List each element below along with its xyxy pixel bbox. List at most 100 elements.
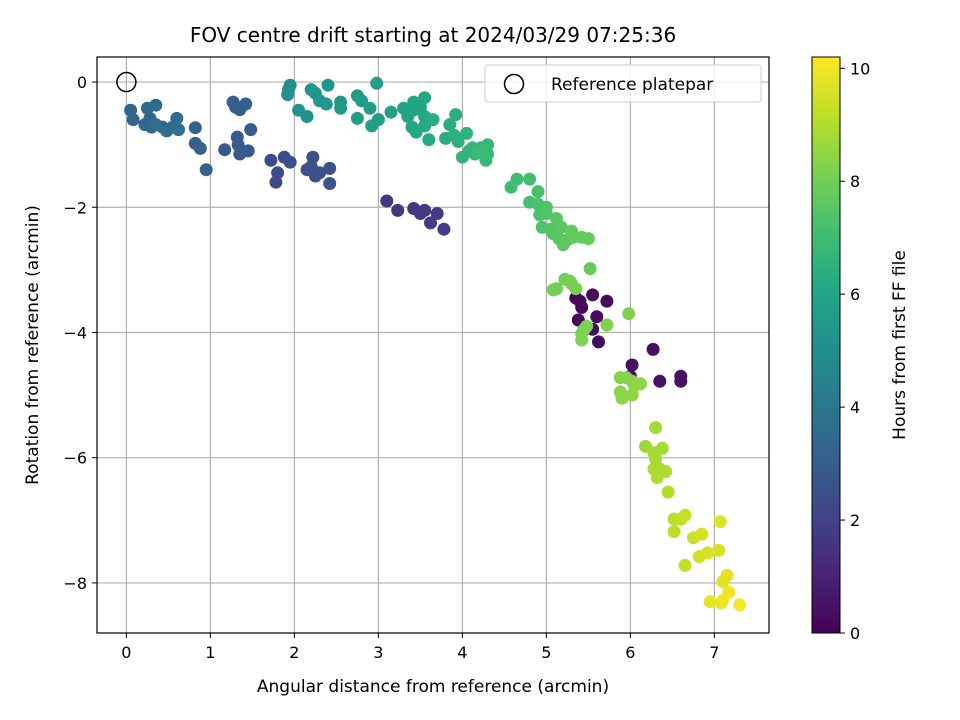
x-tick-label: 5 [541,643,551,662]
scatter-point [355,94,369,108]
x-tick-label: 2 [289,643,299,662]
scatter-point [583,262,597,276]
scatter-point [720,568,734,582]
scatter-point [586,288,600,302]
scatter-point [622,307,636,321]
scatter-point [703,595,717,609]
scatter-point [649,452,663,466]
colorbar-gradient [811,56,841,634]
scatter-point [569,282,583,296]
x-tick-label: 4 [457,643,467,662]
grid-lines [97,57,769,633]
scatter-point [510,172,524,186]
colorbar-ticks: 0 2 4 6 8 10 [840,59,870,643]
scatter-point [695,527,709,541]
scatter-point [659,465,673,478]
data-points [124,76,747,612]
scatter-point [380,194,394,208]
scatter-point [539,207,553,220]
scatter-point [481,147,495,161]
scatter-point [713,515,727,529]
scatter-point [231,138,245,152]
scatter-point [430,207,444,220]
scatter-point [371,113,385,127]
scatter-point [575,300,589,314]
scatter-point [661,485,675,499]
x-tick-label: 1 [205,643,215,662]
scatter-point [615,391,629,405]
scatter-point [471,145,484,159]
colorbar-tick-label: 4 [850,398,860,417]
scatter-point [264,153,278,167]
scatter-point [363,101,377,115]
scatter-point [581,232,595,246]
scatter-point [418,203,432,217]
scatter-point [233,103,247,117]
scatter-point [241,144,255,158]
scatter-point [319,97,333,111]
scatter-point [646,342,660,356]
scatter-point [655,441,669,455]
scatter-point [600,318,614,332]
scatter-point [523,172,537,186]
scatter-point [733,598,747,612]
scatter-point [391,203,405,217]
scatter-point [678,558,692,572]
y-axis-ticks: 0 −2 −4 −6 −8 [63,73,97,593]
scatter-point [590,310,604,324]
scatter-point [350,111,364,125]
scatter-point [712,543,726,557]
scatter-point [426,113,440,127]
scatter-point [443,118,457,132]
x-tick-label: 3 [373,643,383,662]
legend-box [484,64,762,103]
scatter-point [126,113,140,127]
scatter-point [170,111,184,125]
legend: Reference platepar [484,64,762,103]
legend-marker-icon [503,73,525,95]
y-tick-label: 0 [77,73,87,92]
x-tick-label: 0 [121,643,131,662]
x-axis-label: Angular distance from reference (arcmin) [257,677,609,697]
scatter-point [449,108,463,122]
colorbar-tick-label: 6 [850,285,860,304]
scatter-point [281,88,295,102]
legend-label: Reference platepar [551,75,713,95]
colorbar-label: Hours from first FF file [890,250,910,440]
scatter-point [592,335,605,349]
y-tick-label: −2 [63,198,87,217]
scatter-point [701,546,715,560]
colorbar-tick-label: 10 [850,59,870,78]
scatter-point [149,98,163,112]
scatter-point [283,155,297,169]
scatter-point [149,118,163,132]
scatter-point [384,105,398,119]
scatter-point [193,141,207,155]
x-tick-label: 6 [625,643,635,662]
y-tick-label: −4 [63,323,87,342]
scatter-point [172,123,185,137]
scatter-point [625,358,639,372]
scatter-point [653,374,667,388]
scatter-point [667,525,681,539]
scatter-point [321,78,335,92]
scatter-point [550,282,563,296]
reference-platepar-marker [116,71,137,93]
scatter-point [418,91,432,105]
scatter-point [437,222,451,236]
scatter-point [531,185,545,199]
colorbar: 0 2 4 6 8 10 Hours from first FF file [811,56,910,643]
scatter-point [300,110,314,123]
scatter-point [600,294,614,308]
scatter-point [451,135,465,148]
x-tick-label: 7 [709,643,719,662]
scatter-point [370,76,384,90]
scatter-point [674,374,688,388]
scatter-point [244,123,258,137]
scatter-point [575,333,589,347]
scatter-point [188,121,202,135]
chart-title: FOV centre drift starting at 2024/03/29 … [190,23,676,47]
scatter-point [323,177,337,190]
colorbar-tick-label: 2 [850,511,860,530]
